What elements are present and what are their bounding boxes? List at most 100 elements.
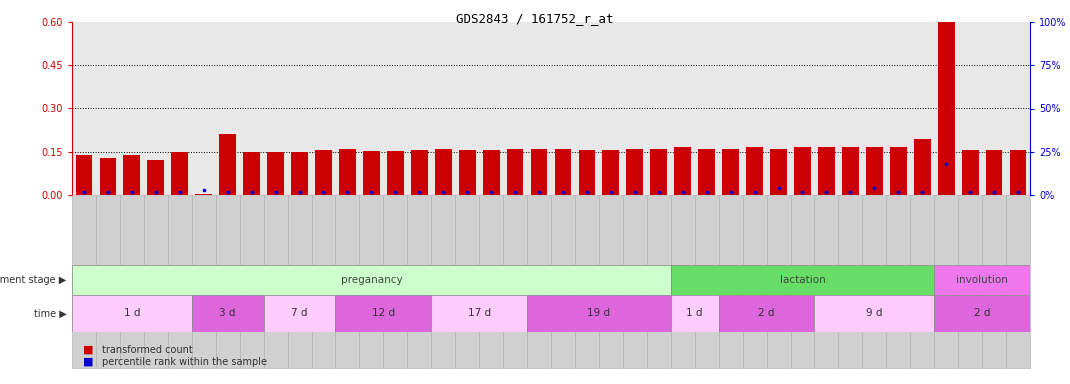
Bar bbox=[934, 295, 1030, 332]
Bar bbox=[719, 295, 814, 332]
Bar bbox=[937, 22, 954, 195]
Point bbox=[386, 189, 403, 195]
Bar bbox=[934, 195, 958, 368]
Bar bbox=[934, 265, 1030, 295]
Point bbox=[315, 189, 332, 195]
Bar bbox=[479, 195, 503, 368]
Bar bbox=[455, 195, 479, 368]
Point bbox=[722, 189, 739, 195]
Bar bbox=[408, 195, 431, 368]
Point bbox=[914, 189, 931, 195]
Bar bbox=[100, 157, 117, 195]
Bar bbox=[192, 195, 216, 368]
Bar bbox=[243, 152, 260, 195]
Point bbox=[937, 161, 954, 167]
Bar bbox=[575, 195, 599, 368]
Bar bbox=[1006, 195, 1030, 368]
Text: percentile rank within the sample: percentile rank within the sample bbox=[102, 357, 266, 367]
Point bbox=[339, 189, 356, 195]
Bar bbox=[336, 295, 431, 332]
Point bbox=[554, 189, 571, 195]
Bar bbox=[434, 149, 452, 195]
Bar bbox=[288, 195, 311, 368]
Text: time ▶: time ▶ bbox=[34, 308, 66, 318]
Bar bbox=[216, 195, 240, 368]
Bar bbox=[651, 149, 668, 195]
Point bbox=[123, 189, 140, 195]
Text: transformed count: transformed count bbox=[102, 345, 193, 355]
Bar bbox=[387, 151, 403, 195]
Bar bbox=[886, 195, 911, 368]
Point bbox=[1009, 189, 1026, 195]
Text: 3 d: 3 d bbox=[219, 308, 235, 318]
Text: 17 d: 17 d bbox=[468, 308, 491, 318]
Bar bbox=[694, 195, 719, 368]
Bar bbox=[72, 265, 671, 295]
Bar bbox=[168, 195, 192, 368]
Bar bbox=[862, 195, 886, 368]
Bar bbox=[911, 195, 934, 368]
Bar bbox=[263, 295, 336, 332]
Bar bbox=[143, 195, 168, 368]
Bar bbox=[528, 195, 551, 368]
Bar bbox=[192, 295, 263, 332]
Bar bbox=[602, 150, 620, 195]
Bar bbox=[528, 295, 671, 332]
Point bbox=[842, 189, 859, 195]
Bar bbox=[1010, 150, 1026, 195]
Bar bbox=[646, 195, 671, 368]
Bar bbox=[982, 195, 1006, 368]
Bar bbox=[671, 195, 694, 368]
Bar bbox=[148, 161, 164, 195]
Bar bbox=[839, 195, 862, 368]
Point bbox=[698, 189, 715, 195]
Point bbox=[363, 189, 380, 195]
Point bbox=[434, 189, 452, 195]
Bar bbox=[171, 152, 188, 195]
Bar bbox=[263, 195, 288, 368]
Text: 19 d: 19 d bbox=[587, 308, 611, 318]
Bar bbox=[240, 195, 263, 368]
Point bbox=[579, 189, 596, 195]
Text: 1 d: 1 d bbox=[124, 308, 140, 318]
Text: 2 d: 2 d bbox=[759, 308, 775, 318]
Point bbox=[866, 185, 883, 191]
Point bbox=[291, 189, 308, 195]
Bar bbox=[360, 195, 383, 368]
Point bbox=[100, 189, 117, 195]
Bar bbox=[483, 150, 500, 195]
Point bbox=[794, 189, 811, 195]
Bar bbox=[814, 295, 934, 332]
Bar bbox=[72, 195, 96, 368]
Bar bbox=[459, 150, 475, 195]
Bar bbox=[671, 265, 934, 295]
Bar bbox=[96, 195, 120, 368]
Bar bbox=[671, 295, 719, 332]
Point bbox=[531, 189, 548, 195]
Bar bbox=[599, 195, 623, 368]
Bar bbox=[196, 194, 212, 195]
Bar bbox=[985, 150, 1003, 195]
Point bbox=[483, 189, 500, 195]
Text: involution: involution bbox=[957, 275, 1008, 285]
Point bbox=[268, 189, 285, 195]
Bar bbox=[315, 150, 332, 195]
Bar bbox=[123, 155, 140, 195]
Text: lactation: lactation bbox=[780, 275, 825, 285]
Point bbox=[171, 189, 188, 195]
Bar bbox=[770, 149, 786, 195]
Text: 12 d: 12 d bbox=[371, 308, 395, 318]
Bar bbox=[551, 195, 575, 368]
Bar bbox=[72, 295, 192, 332]
Text: GDS2843 / 161752_r_at: GDS2843 / 161752_r_at bbox=[456, 12, 614, 25]
Bar bbox=[336, 195, 360, 368]
Point bbox=[219, 189, 236, 195]
Bar bbox=[962, 150, 978, 195]
Bar bbox=[311, 195, 336, 368]
Bar bbox=[890, 147, 906, 195]
Text: 9 d: 9 d bbox=[866, 308, 883, 318]
Bar bbox=[579, 150, 595, 195]
Text: preganancy: preganancy bbox=[340, 275, 402, 285]
Point bbox=[746, 189, 763, 195]
Bar bbox=[268, 152, 284, 195]
